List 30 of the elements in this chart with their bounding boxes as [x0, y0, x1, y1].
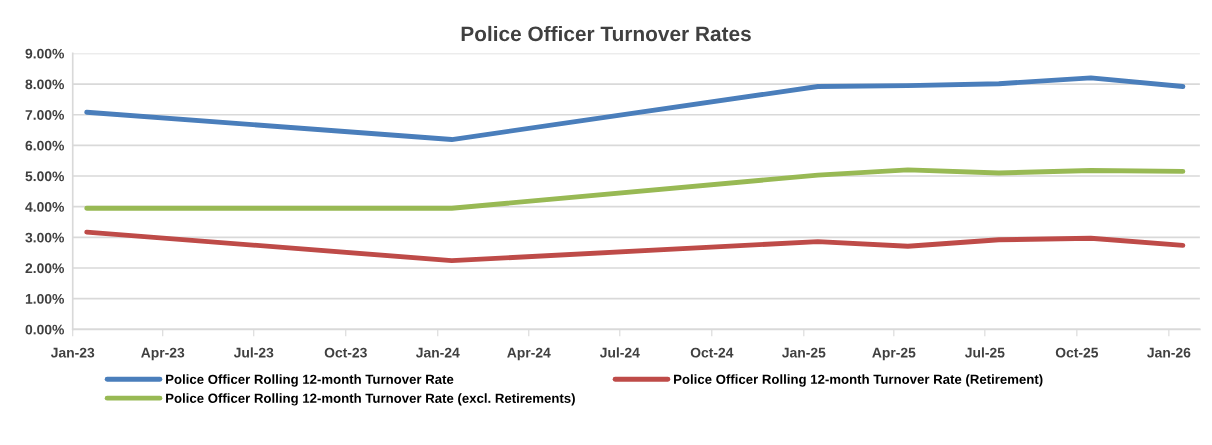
x-tick-label: Jul-24: [599, 347, 640, 358]
line-series: [84, 167, 1186, 211]
x-tick-label: Jul-25: [964, 347, 1005, 358]
y-tick-label: 5.00%: [25, 171, 65, 182]
x-tick-label: Apr-24: [507, 347, 551, 361]
legend-label: Police Officer Rolling 12-month Turnover Rate (excl. Retirements): [166, 393, 575, 406]
y-tick-label: 8.00%: [25, 79, 65, 90]
y-tick-label: 9.00%: [25, 48, 65, 59]
x-tick-label: Apr-25: [872, 347, 916, 361]
y-tick-label: 4.00%: [25, 202, 65, 212]
x-tick-label: Apr-23: [141, 347, 185, 361]
x-tick-label: Jan-23: [50, 347, 95, 358]
line-series: [84, 229, 1186, 264]
x-tick-label: Oct-23: [324, 347, 367, 358]
y-tick-label: 7.00%: [25, 110, 65, 120]
x-tick-label: Jan-25: [782, 347, 826, 358]
y-tick-label: 6.00%: [25, 140, 65, 151]
x-tick-label: Oct-24: [690, 347, 734, 358]
line-series: [84, 75, 1186, 142]
y-tick-label: 0.00%: [25, 324, 65, 335]
x-tick-label: Oct-25: [1055, 347, 1099, 358]
x-tick-label: Jan-24: [415, 347, 460, 358]
legend-label: Police Officer Rolling 12-month Turnover Rate (Retirement): [674, 374, 1043, 387]
legend-label: Police Officer Rolling 12-month Turnover Rate: [166, 374, 454, 387]
y-tick-label: 1.00%: [25, 293, 65, 304]
y-tick-label: 3.00%: [25, 232, 65, 243]
chart-title: Police Officer Turnover Rates: [461, 25, 751, 42]
x-tick-label: Jan-26: [1147, 347, 1191, 358]
x-tick-label: Jul-23: [233, 347, 274, 358]
y-tick-label: 2.00%: [25, 263, 65, 274]
